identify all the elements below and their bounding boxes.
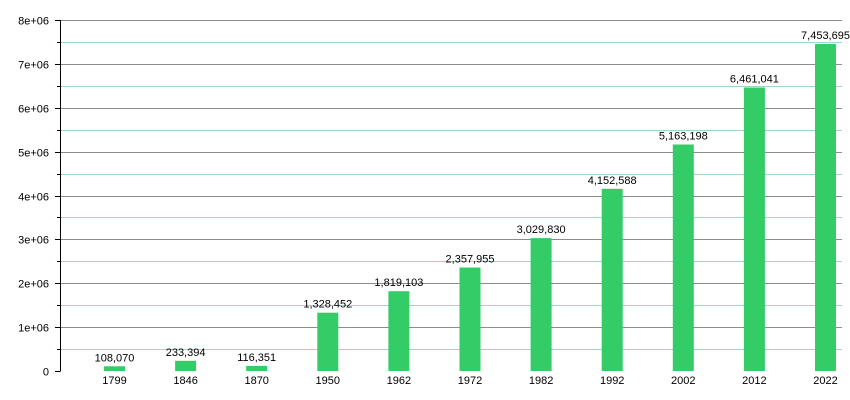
x-category-label: 1870 [244,375,268,387]
bar-value-label: 233,394 [166,347,206,359]
x-category-label: 2022 [813,375,837,387]
bar [175,360,197,371]
bar [246,365,268,371]
y-tick-label: 6e+06 [18,104,49,116]
x-category-label: 1799 [102,375,126,387]
y-tick-label: 4e+06 [18,192,49,204]
bar-value-label: 4,152,588 [588,175,637,187]
y-tick-label: 3e+06 [18,235,49,247]
y-tick-label: 7e+06 [18,60,49,72]
y-tick-label: 1e+06 [18,323,49,335]
y-tick-label: 5e+06 [18,148,49,160]
x-category-label: 1972 [458,375,482,387]
x-axis-labels: 1799 1846 1870 1950 1962 1972 1982 1992 2002 2012… [102,375,837,387]
grid-lines [60,20,842,350]
bar-value-label: 116,351 [237,352,276,364]
x-category-label: 1982 [529,375,553,387]
bar [317,312,339,371]
bar [104,366,125,371]
bar-value-label: 6,461,041 [730,74,779,86]
bars [104,44,836,371]
bar-value-label: 7,453,695 [801,30,850,42]
x-category-label: 2002 [671,375,695,387]
bar [672,144,694,371]
x-category-label: 1962 [387,375,411,387]
y-axis: 0 1e+06 2e+06 3e+06 4e+06 5e+06 6e+06 7e+06 8e+0… [18,16,61,379]
bar-value-label: 5,163,198 [659,131,708,143]
bar-value-label: 3,029,830 [517,224,566,236]
bar [601,188,623,371]
bar [459,267,481,371]
bar-value-label: 108,070 [95,352,135,364]
y-tick-label: 8e+06 [18,16,49,28]
bar-value-label: 2,357,955 [446,254,495,266]
bar-value-label: 1,328,452 [303,299,352,311]
x-category-label: 1846 [173,375,197,387]
bar-value-label: 1,819,103 [374,277,423,289]
y-tick-label: 2e+06 [18,279,49,291]
x-category-label: 1992 [600,375,624,387]
bar [388,291,410,371]
bar [743,87,765,371]
bar [530,238,552,371]
bar [815,44,836,371]
x-category-label: 1950 [316,375,340,387]
data-labels: 108,070 233,394 116,351 1,328,452 1,819,103 2… [95,30,850,364]
x-category-label: 2012 [742,375,766,387]
y-tick-label: 0 [43,367,49,379]
